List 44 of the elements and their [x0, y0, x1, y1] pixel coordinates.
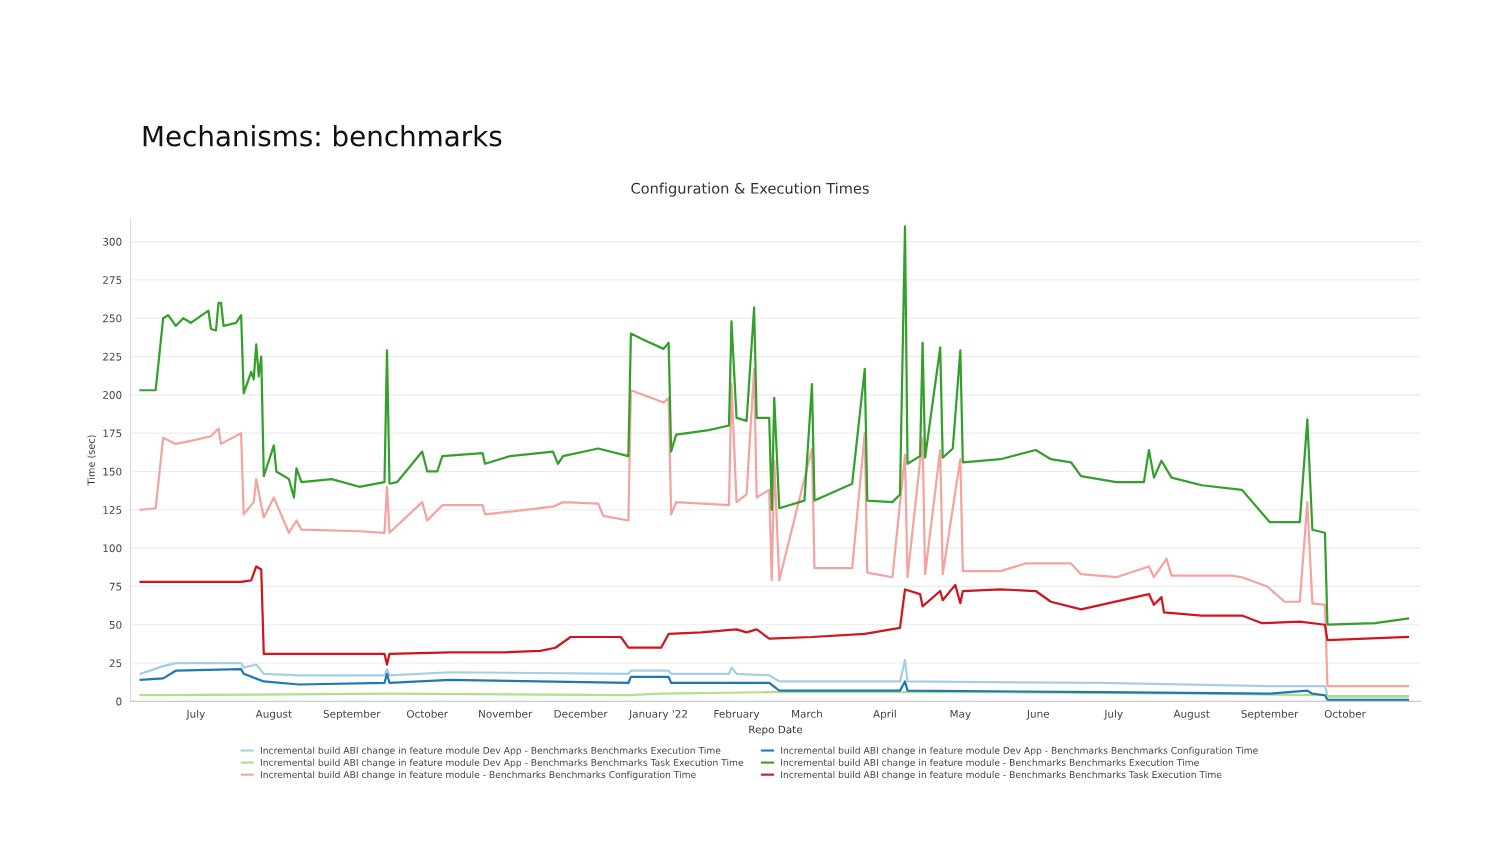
line-series	[139, 225, 1410, 626]
y-tick-label: 250	[103, 314, 122, 323]
y-tick-label: 75	[109, 582, 122, 591]
legend-label: Incremental build ABI change in feature module Dev App - Benchmarks Benchmarks Execution Time	[260, 746, 721, 756]
legend-label: Incremental build ABI change in feature module - Benchmarks Benchmarks Execution Time	[781, 758, 1199, 768]
legend-label: Incremental build ABI change in feature module Dev App - Benchmarks Benchmarks Task Execution Time	[260, 758, 744, 768]
chart-subtitle: Configuration & Execution Times	[631, 182, 869, 197]
x-tick-label: June	[1026, 710, 1050, 720]
x-tick-label: September	[1241, 709, 1299, 720]
x-tick-label: January '22	[628, 709, 687, 720]
legend-label: Incremental build ABI change in feature module - Benchmarks Benchmarks Configuration Time	[260, 770, 696, 780]
y-tick-label: 100	[103, 544, 122, 553]
legend-label: Incremental build ABI change in feature module - Benchmarks Benchmarks Task Execution Time	[781, 770, 1222, 780]
x-tick-label: September	[323, 709, 381, 720]
x-tick-label: April	[873, 709, 896, 720]
x-tick-label: August	[1173, 710, 1210, 720]
y-tick-label: 225	[103, 352, 122, 361]
y-axis-title: Time (sec)	[87, 435, 96, 486]
x-axis-title: Repo Date	[749, 725, 803, 736]
line-series	[139, 658, 1410, 698]
line-series	[139, 367, 1410, 688]
x-tick-label: February	[714, 709, 760, 720]
x-tick-label: December	[554, 709, 608, 718]
x-tick-label: March	[792, 709, 822, 718]
x-tick-label: November	[479, 709, 533, 718]
line-series	[139, 565, 1410, 666]
line-series	[139, 668, 1410, 701]
y-tick-label: 0	[116, 697, 122, 706]
y-tick-label: 125	[103, 506, 122, 514]
y-tick-label: 175	[103, 429, 122, 438]
legend-label: Incremental build ABI change in feature module Dev App - Benchmarks Benchmarks Configuration Time	[781, 746, 1258, 756]
y-tick-label: 150	[103, 467, 122, 476]
y-tick-label: 275	[103, 276, 122, 285]
x-tick-label: July	[1103, 709, 1123, 720]
x-tick-label: October	[406, 709, 449, 718]
x-tick-label: May	[950, 710, 971, 720]
x-tick-label: July	[185, 709, 205, 720]
y-tick-label: 50	[109, 620, 122, 629]
y-tick-label: 300	[103, 237, 122, 246]
y-tick-label: 200	[103, 391, 122, 399]
x-tick-label: October	[1324, 709, 1366, 718]
y-tick-label: 25	[109, 659, 122, 668]
x-tick-label: August	[255, 710, 292, 720]
chart-title: Mechanisms: benchmarks	[143, 125, 502, 147]
